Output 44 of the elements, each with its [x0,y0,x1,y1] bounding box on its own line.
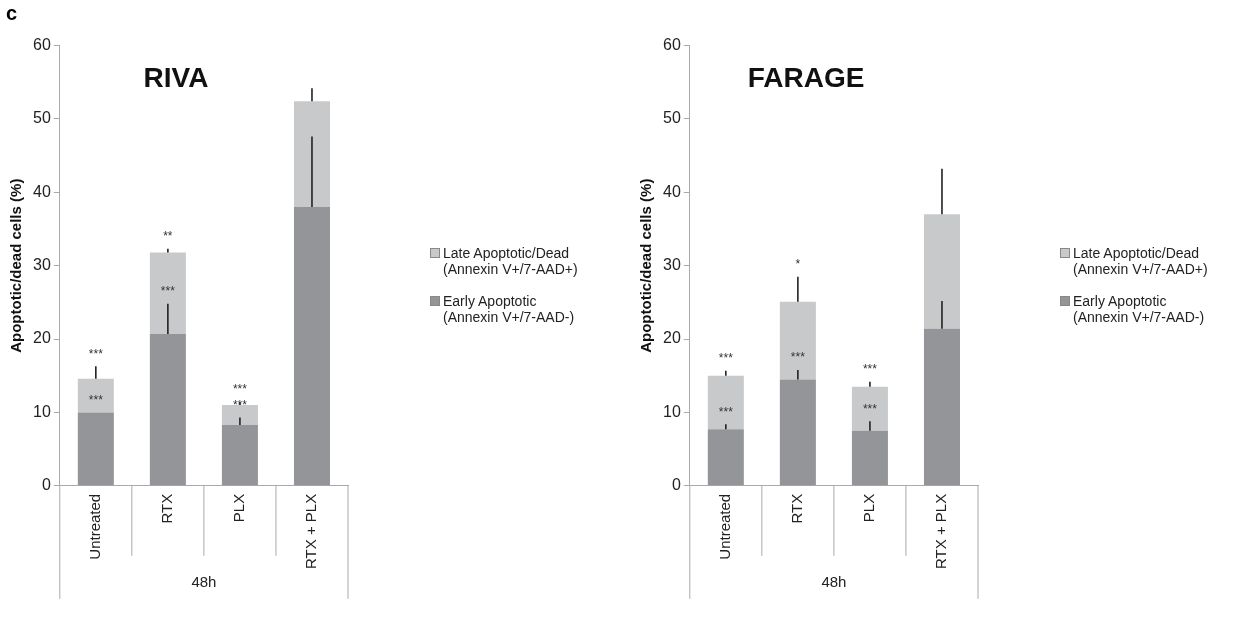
text: RIVA [143,61,209,93]
x-tick-label: RTX [788,493,806,524]
x-tick-label: RTX [158,493,176,524]
y-tick-label: 40 [33,182,51,200]
y-tick-label: 0 [41,476,51,494]
y-tick-label: 0 [671,476,681,494]
annotation: *** [718,350,734,365]
annotation: ** [163,229,173,244]
annotation: *** [160,284,176,299]
x-tick-label: RTX + PLX [932,493,950,570]
y-tick-label: 20 [33,329,51,347]
annotation: *** [88,346,104,361]
y-tick-label: 50 [33,109,51,127]
legend-label: Early Apoptotic (Annexin V+/7-AAD-) [443,292,576,325]
x-tick-label: PLX [230,493,248,523]
x-axis-title: 48h [821,572,847,590]
y-tick-label: 30 [33,256,51,274]
x-tick-label: PLX [860,493,878,523]
y-tick-label: 60 [33,36,51,54]
x-tick-label: Untreated [715,493,733,560]
y-tick-label: 20 [663,329,681,347]
y-tick-label: 40 [663,182,681,200]
y-tick-label: 50 [663,109,681,127]
annotation: *** [718,404,734,419]
y-tick-label: 10 [663,402,681,420]
x-axis-title: 48h [191,572,217,590]
legend-label: Early Apoptotic (Annexin V+/7-AAD-) [1073,292,1206,325]
y-tick-label: 60 [663,36,681,54]
y-tick-label: 10 [33,402,51,420]
x-tick-label: Untreated [85,493,103,560]
y-tick-label: 30 [663,256,681,274]
annotation: *** [790,350,806,365]
x-tick-label: RTX + PLX [302,493,320,570]
y-axis-title: Apoptotic/dead cells (%) [7,178,25,353]
annotation: *** [862,361,878,376]
annotation: *** [232,382,248,397]
y-axis-title: Apoptotic/dead cells (%) [637,178,655,353]
annotation: *** [862,401,878,416]
annotation: * [795,257,801,272]
legend-label: Late Apoptotic/Dead (Annexin V+/7-AAD+) [443,244,579,277]
text: FARAGE [747,61,865,93]
legend-label: Late Apoptotic/Dead (Annexin V+/7-AAD+) [1073,244,1209,277]
text: c [6,2,18,25]
annotation: *** [88,392,104,407]
